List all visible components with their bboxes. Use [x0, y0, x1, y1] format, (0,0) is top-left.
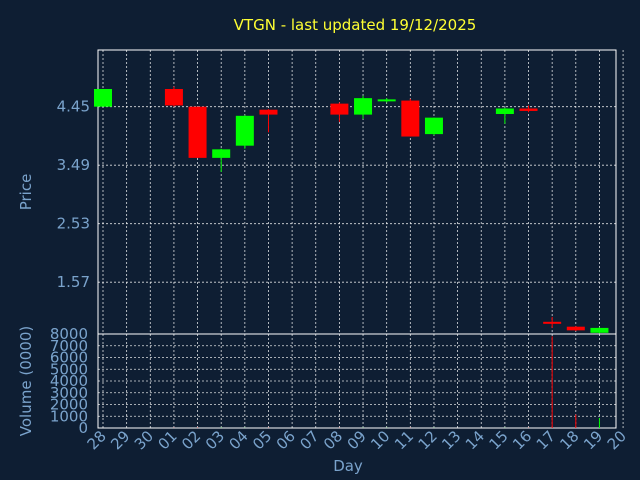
volume-panel-frame	[97, 333, 617, 429]
candle-body	[235, 115, 254, 146]
x-tick-label: 05	[249, 427, 275, 453]
x-tick-label: 14	[462, 427, 488, 453]
volume-tick-label: 7000	[50, 337, 88, 355]
candle-body	[401, 100, 420, 137]
x-tick-label: 13	[438, 427, 464, 453]
volume-axis-label: Volume (0000)	[17, 326, 35, 436]
candle-body	[188, 106, 207, 158]
candle-body	[164, 89, 183, 106]
x-axis-label: Day	[333, 457, 363, 475]
x-tick-label: 06	[273, 427, 299, 453]
price-tick-label: 3.49	[57, 156, 90, 174]
x-tick-label: 18	[556, 427, 582, 453]
candle-body	[566, 326, 585, 331]
price-tick-label: 4.45	[57, 98, 90, 116]
x-tick-label: 04	[225, 427, 251, 453]
candle-body	[519, 108, 538, 111]
x-tick-label: 02	[178, 427, 204, 453]
volume-tick-label: 6000	[50, 349, 88, 367]
x-tick-label: 03	[202, 427, 228, 453]
candles	[94, 86, 609, 334]
candle-body	[330, 103, 349, 115]
x-tick-label: 07	[296, 427, 322, 453]
x-tick-label: 12	[415, 427, 441, 453]
candle-body	[543, 321, 562, 324]
x-tick-label: 19	[580, 427, 606, 453]
x-tick-label: 11	[391, 427, 417, 453]
x-axis: 2829300102030405060708091011121314151617…	[84, 427, 630, 453]
chart-title: VTGN - last updated 19/12/2025	[234, 16, 477, 34]
candle-body	[259, 109, 278, 115]
volume-tick-label: 5000	[50, 360, 88, 378]
volume-tick-label: 1000	[50, 407, 88, 425]
price-tick-label: 2.53	[57, 215, 90, 233]
price-grid	[98, 50, 624, 334]
volume-tick-label: 2000	[50, 396, 88, 414]
x-tick-label: 10	[367, 427, 393, 453]
candle-body	[354, 98, 373, 115]
volume-tick-label: 3000	[50, 384, 88, 402]
x-tick-label: 17	[533, 427, 559, 453]
candle-body	[590, 327, 609, 333]
x-tick-label: 01	[155, 427, 181, 453]
candle-body	[495, 108, 514, 114]
x-tick-label: 09	[344, 427, 370, 453]
volume-bars	[173, 336, 600, 428]
volume-tick-label: 4000	[50, 372, 88, 390]
candle-body	[212, 149, 231, 158]
x-tick-label: 08	[320, 427, 346, 453]
price-tick-label: 1.57	[57, 273, 90, 291]
volume-tick-label: 0	[78, 419, 88, 437]
volume-grid	[98, 333, 624, 429]
x-tick-label: 30	[131, 427, 157, 453]
x-tick-label: 15	[485, 427, 511, 453]
price-axis: 4.45 3.49 2.53 1.57	[57, 98, 90, 292]
candle-body	[377, 99, 396, 102]
candle-body	[94, 89, 112, 107]
price-axis-label: Price	[17, 174, 35, 211]
volume-tick-label: 8000	[50, 325, 88, 343]
x-tick-label: 20	[604, 427, 630, 453]
x-tick-label: 16	[509, 427, 535, 453]
candle-body	[424, 117, 443, 135]
x-tick-label: 29	[107, 427, 133, 453]
